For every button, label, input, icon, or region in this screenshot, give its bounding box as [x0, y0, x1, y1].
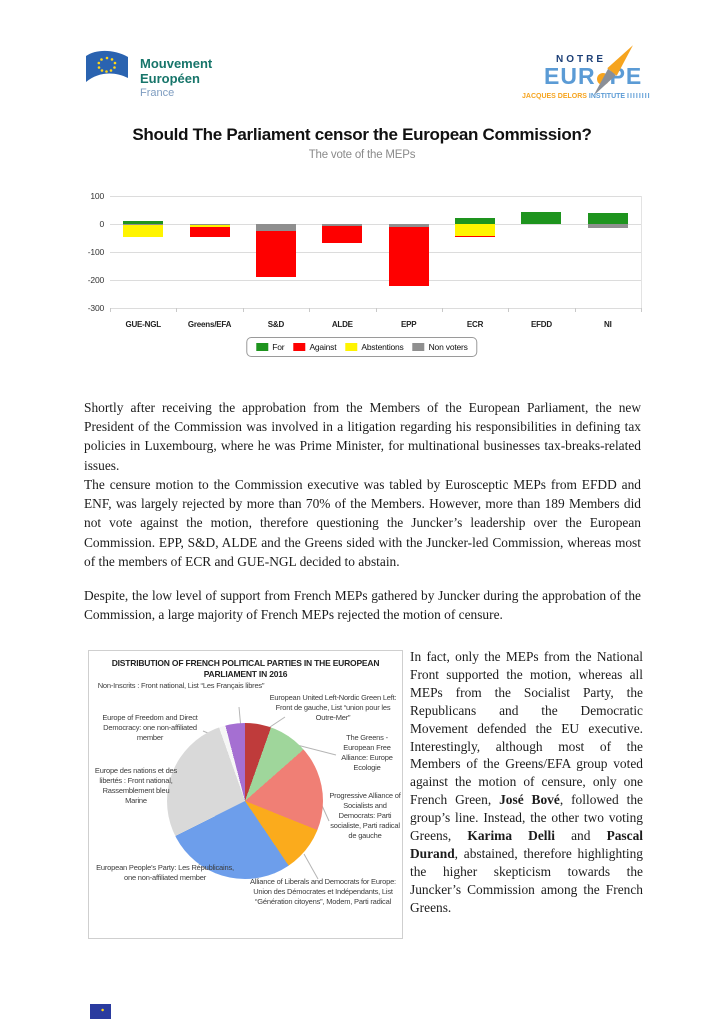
page-title: Should The Parliament censor the Europea… [132, 125, 592, 145]
legend-label: For [272, 342, 285, 352]
x-axis-tick [508, 308, 510, 312]
legend-item: For [256, 342, 285, 352]
legend-swatch-icon [345, 343, 358, 351]
legend-swatch-icon [412, 343, 425, 351]
x-axis-label: GUE-NGL [125, 320, 161, 329]
x-axis-tick [110, 308, 111, 312]
bar-segment [455, 218, 496, 224]
logo-eur: EUR [544, 63, 596, 89]
bar-segment [189, 227, 230, 237]
logo-text-line1: Mouvement [140, 56, 213, 71]
x-axis-tick [309, 308, 311, 312]
bar-segment [587, 212, 628, 224]
pie-label-non-inscrits: Non-Inscrits : Front national, List “Les… [97, 681, 265, 690]
logo-tallies: IIIIIIII [627, 93, 651, 100]
legend-swatch-icon [256, 343, 269, 351]
bar-segment [587, 224, 628, 229]
pie-label-alde: Alliance of Liberals and Democrats for E… [250, 877, 396, 906]
x-axis-label: EFDD [530, 320, 552, 329]
compass-dot-icon [596, 72, 609, 85]
legend-label: Non voters [428, 342, 468, 352]
x-axis-label: EPP [400, 320, 417, 329]
gridline [110, 196, 641, 197]
mouvement-europeen-logo: Mouvement Européen France [84, 50, 212, 101]
pie-chart-title: DISTRIBUTION OF FRENCH POLITICAL PARTIES… [111, 658, 380, 679]
x-axis-tick [441, 308, 443, 312]
legend-item: Abstentions [345, 342, 404, 352]
gridline [110, 280, 641, 281]
x-axis-label: ECR [466, 320, 484, 329]
bar-segment [123, 224, 164, 226]
logo-institute: INSTITUTE [588, 93, 626, 100]
bar-segment [322, 226, 363, 244]
legend-item: Non voters [412, 342, 468, 352]
notre-europe-logo: NOTRE EUR PE JACQUES DELORS INSTITUTE III… [522, 41, 702, 110]
legend-swatch-icon [293, 343, 306, 351]
x-axis-label: NI [604, 320, 612, 329]
bar-segment [123, 225, 164, 237]
paragraph-3: Despite, the low level of support from F… [84, 588, 641, 623]
bar-segment [521, 212, 562, 224]
pie-label-efdd: Europe of Freedom and Direct Democracy: … [102, 713, 198, 742]
logo-jacques-delors: JACQUES DELORS [522, 93, 587, 100]
eu-flag-icon [86, 50, 128, 82]
pie-label-enf: Europe des nations et des libertés : Fro… [94, 766, 178, 805]
bar-segment [189, 224, 230, 226]
chart-subtitle: The vote of the MEPs [308, 149, 416, 161]
pie-label-epp: European People’s Party: Les Républicain… [96, 863, 234, 882]
pie-chart-box: DISTRIBUTION OF FRENCH POLITICAL PARTIES… [88, 650, 403, 939]
y-axis-label: -100 [87, 247, 104, 257]
x-axis-label: S&D [267, 320, 285, 329]
x-axis-label: Greens/EFA [187, 320, 232, 329]
bar-chart: GUE-NGL Greens/EFA S&D ALDE EPP ECR EFDD NI 100… [0, 190, 724, 365]
side-paragraph: In fact, only the MEPs from the National… [410, 649, 644, 915]
x-axis-label: ALDE [331, 320, 353, 329]
bar-segment [189, 225, 230, 228]
bar-segment [322, 224, 363, 227]
bar-segment [388, 224, 429, 228]
y-axis-label: 0 [99, 219, 104, 229]
pie-label-gue-ngl: European United Left-Nordic Green Left: … [269, 693, 397, 722]
logo-text-line2: Européen [140, 71, 200, 86]
x-axis-tick [641, 308, 642, 312]
bar-segment [255, 224, 296, 231]
legend-item: Against [293, 342, 337, 352]
logo-pe: PE [609, 63, 643, 89]
bar-chart-plot-area: GUE-NGL Greens/EFA S&D ALDE EPP ECR EFDD NI [110, 196, 642, 329]
legend-label: Abstentions [361, 342, 404, 352]
x-axis-tick [176, 308, 178, 312]
gridline [110, 252, 641, 253]
paragraph-2: The censure motion to the Commission exe… [84, 477, 641, 569]
bar-segment [388, 227, 429, 287]
paragraph-1: Shortly after receiving the approbation … [84, 400, 641, 473]
x-axis-tick [242, 308, 244, 312]
gridline [110, 224, 641, 225]
y-axis-label: -300 [87, 303, 104, 313]
x-axis-tick [574, 308, 576, 312]
logo-notre-text: NOTRE [556, 54, 606, 65]
pie-label-sd: Progressive Alliance of Socialists and D… [329, 791, 401, 840]
logo-europe-text: EUR PE [544, 63, 642, 90]
chart-legend: For Against Abstentions Non voters [246, 337, 478, 357]
x-axis-tick [375, 308, 377, 312]
bar-segment [455, 235, 496, 238]
logo-text-line3: France [140, 87, 175, 99]
pie-chart [167, 723, 323, 879]
bar-segment [255, 231, 296, 278]
footer-eu-flag-icon [90, 1004, 111, 1019]
y-axis-label: -200 [87, 275, 104, 285]
bar-segment [123, 221, 164, 224]
y-axis-label: 100 [90, 191, 104, 201]
legend-label: Against [309, 342, 337, 352]
pie-label-greens: The Greens - European Free Alliance: Eur… [341, 733, 393, 772]
logo-institute-line: JACQUES DELORS INSTITUTE IIIIIIII [522, 93, 651, 100]
bar-segment [455, 224, 496, 236]
